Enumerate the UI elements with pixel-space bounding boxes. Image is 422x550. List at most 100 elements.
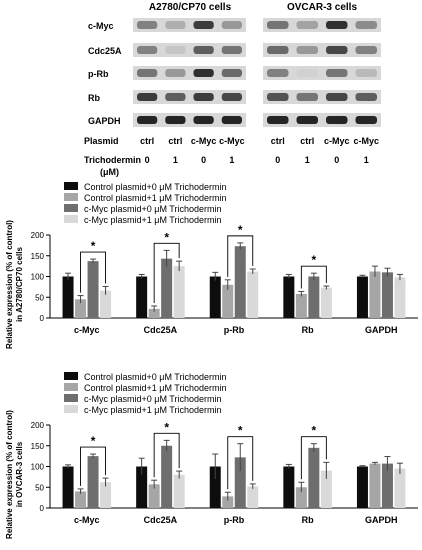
- blot-strip: [263, 43, 381, 57]
- blot-band: [221, 46, 242, 54]
- blot-band: [267, 46, 289, 54]
- bar: [394, 468, 406, 508]
- treatment-value: 1: [305, 155, 310, 165]
- y-tick-label: 150: [31, 442, 45, 451]
- blot-band: [137, 93, 158, 101]
- significance-bracket: [227, 235, 254, 277]
- blot-band: [165, 21, 186, 29]
- legend-entry: Control plasmid+1 μM Trichodermin: [84, 383, 227, 393]
- blot-band: [296, 46, 318, 54]
- legend-swatch: [64, 405, 78, 413]
- legend-entry: c-Myc plasmid+1 μM Trichodermin: [84, 405, 221, 415]
- bar: [369, 271, 381, 318]
- x-tick-label: Rb: [302, 515, 314, 525]
- blot-strip: [263, 90, 381, 104]
- significance-label: *: [164, 230, 169, 244]
- bar: [369, 463, 381, 508]
- plasmid-value: c-Myc: [219, 136, 245, 146]
- bar: [148, 308, 160, 318]
- blot-band: [355, 46, 377, 54]
- treatment-value: 0: [145, 155, 150, 165]
- significance-bracket: [153, 432, 180, 478]
- bar: [394, 277, 406, 318]
- y-tick-label: 150: [31, 252, 45, 261]
- bar: [320, 287, 332, 318]
- significance-bracket: [153, 242, 180, 303]
- blot-strip: [263, 113, 381, 127]
- treatment-unit-label: (μM): [100, 167, 119, 177]
- blot-band: [221, 21, 242, 29]
- bar: [234, 457, 246, 508]
- x-tick-label: GAPDH: [365, 515, 398, 525]
- y-tick-label: 50: [35, 293, 44, 302]
- significance-label: *: [312, 253, 317, 267]
- treatment-row-label: Trichodermin: [84, 155, 141, 165]
- blot-band: [165, 116, 186, 124]
- legend-swatch: [64, 383, 78, 391]
- y-tick-label: 0: [40, 504, 45, 513]
- blot-band: [296, 69, 318, 77]
- bar: [161, 445, 173, 508]
- bar: [62, 276, 74, 318]
- bar: [136, 276, 148, 318]
- blot-band: [221, 69, 242, 77]
- blot-band: [267, 21, 289, 29]
- legend-entry: c-Myc plasmid+0 μM Trichodermin: [84, 204, 221, 214]
- bar: [295, 293, 307, 318]
- blot-band: [267, 93, 289, 101]
- bar: [173, 474, 185, 508]
- plasmid-value: ctrl: [271, 136, 285, 146]
- blot-group-label: OVCAR-3 cells: [287, 2, 357, 13]
- bar: [381, 463, 393, 508]
- plasmid-row-label: Plasmid: [84, 136, 119, 146]
- blot-band: [165, 69, 186, 77]
- treatment-value: 1: [364, 155, 369, 165]
- blot-band: [267, 69, 289, 77]
- bar: [308, 447, 320, 508]
- plasmid-value: c-Myc: [324, 136, 350, 146]
- bar: [87, 261, 99, 318]
- x-tick-label: p-Rb: [224, 515, 245, 525]
- legend-swatch: [64, 215, 78, 223]
- blot-band: [296, 93, 318, 101]
- legend-entry: c-Myc plasmid+1 μM Trichodermin: [84, 215, 221, 225]
- western-blot-panel: A2780/CP70 cells OVCAR-3 cells c-Myc Cdc25A…: [84, 2, 381, 177]
- bar: [234, 246, 246, 318]
- blot-band: [165, 46, 186, 54]
- bar: [320, 470, 332, 508]
- bar: [283, 276, 295, 318]
- bar: [308, 276, 320, 318]
- blot-band: [137, 21, 158, 29]
- bar: [173, 266, 185, 318]
- significance-label: *: [238, 223, 243, 237]
- bar: [75, 299, 87, 318]
- blot-band: [355, 69, 377, 77]
- legend-entry: Control plasmid+0 μM Trichodermin: [84, 372, 227, 382]
- bar: [381, 272, 393, 318]
- x-tick-label: Rb: [302, 325, 314, 335]
- legend-swatch: [64, 372, 78, 380]
- blot-protein-label: Rb: [88, 93, 100, 103]
- blot-band: [193, 46, 214, 54]
- bar: [295, 487, 307, 508]
- treatment-value: 1: [229, 155, 234, 165]
- bar: [209, 466, 221, 508]
- bar-chart-a2780: Control plasmid+0 μM TrichoderminControl…: [5, 182, 418, 349]
- blot-band: [137, 46, 158, 54]
- blot-band: [193, 69, 214, 77]
- plasmid-value: ctrl: [168, 136, 182, 146]
- blot-band: [355, 116, 377, 124]
- legend-swatch: [64, 182, 78, 190]
- blot-band: [326, 69, 348, 77]
- blot-strip: [263, 18, 381, 32]
- legend-swatch: [64, 204, 78, 212]
- y-tick-label: 50: [35, 483, 44, 492]
- x-tick-label: GAPDH: [365, 325, 398, 335]
- legend-swatch: [64, 394, 78, 402]
- plasmid-value: ctrl: [140, 136, 154, 146]
- blot-band: [355, 93, 377, 101]
- y-tick-label: 100: [31, 463, 45, 472]
- bar: [222, 284, 234, 318]
- blot-protein-label: p-Rb: [88, 69, 109, 79]
